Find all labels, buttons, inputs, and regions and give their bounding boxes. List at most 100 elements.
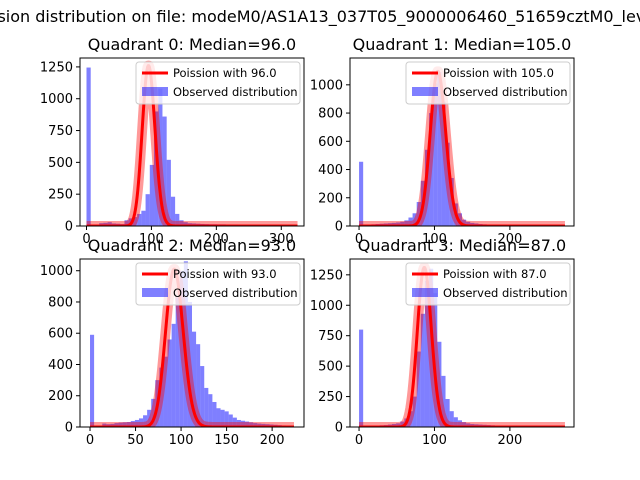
poisson-fit-line	[89, 267, 295, 427]
y-tick-label: 800	[318, 107, 343, 122]
histogram-bar	[404, 220, 409, 226]
histogram-bar	[102, 423, 107, 427]
legend-observed-label: Observed distribution	[443, 85, 568, 99]
x-tick-label: 100	[422, 232, 447, 247]
legend-fit-label: Poission with 93.0	[173, 267, 277, 281]
legend-observed-swatch	[142, 87, 168, 96]
histogram-bar	[445, 142, 450, 226]
y-tick-label: 600	[48, 327, 73, 342]
histogram-bar	[457, 213, 462, 226]
histogram-bar	[441, 375, 446, 427]
x-tick-label: 100	[169, 433, 194, 448]
x-tick-label: 200	[260, 433, 285, 448]
histogram-bar	[143, 415, 148, 427]
quadrant-2-legend: Poission with 93.0 Observed distribution	[135, 262, 301, 306]
y-tick-label: 200	[318, 191, 343, 206]
x-tick-label: 150	[214, 433, 239, 448]
histogram-bar	[232, 417, 237, 427]
quadrant-2-panel: 0 50 100 150 200 0 200 400 600 800 1000 Quadrant 2:…	[40, 236, 305, 448]
histogram-bar	[396, 222, 401, 226]
histogram-bar	[449, 178, 454, 226]
quadrant-3-axes-frame	[349, 258, 575, 428]
x-tick-label: 0	[82, 232, 90, 247]
quadrant-1-legend: Poission with 105.0 Observed distribution	[405, 61, 571, 105]
histogram-bar	[466, 423, 471, 427]
x-tick-label: 100	[422, 433, 447, 448]
histogram-bar	[437, 341, 442, 427]
histogram-bar	[154, 111, 159, 226]
poisson-fit-line	[358, 69, 566, 226]
y-tick-label: 250	[48, 188, 73, 203]
histogram-bar	[162, 116, 167, 226]
histogram-bar	[163, 356, 168, 427]
histogram-bar	[183, 222, 188, 226]
histogram-bar	[130, 421, 135, 427]
histogram-bar	[179, 220, 184, 226]
quadrant-3-legend: Poission with 87.0 Observed distribution	[405, 262, 571, 306]
x-tick-label: 100	[139, 232, 164, 247]
histogram-bar	[147, 409, 152, 427]
quadrant-0-axes-frame	[79, 57, 305, 227]
histogram-bar	[149, 164, 155, 226]
y-tick-label: 500	[48, 156, 73, 171]
histogram-bar	[408, 411, 413, 427]
histogram-bar	[220, 409, 225, 427]
legend-box	[135, 262, 301, 306]
histogram-bar	[118, 422, 123, 427]
legend-observed-swatch	[412, 87, 438, 96]
histogram-bar	[466, 221, 471, 226]
histogram-bar	[216, 408, 221, 427]
legend-box	[135, 61, 301, 105]
histogram-bar	[145, 194, 150, 226]
histogram-bar	[359, 161, 364, 226]
quadrant-1-plot-area	[354, 66, 570, 226]
histogram-bar	[400, 421, 405, 427]
histogram-bar	[124, 220, 129, 226]
histogram-bar	[114, 423, 119, 427]
x-tick-label: 50	[127, 433, 144, 448]
histogram-bar	[196, 344, 201, 427]
x-tick-label: 300	[269, 232, 294, 247]
histogram-bar	[412, 396, 417, 427]
histogram-bar	[103, 222, 108, 226]
histogram-bar	[249, 422, 254, 427]
histogram-bar	[166, 159, 171, 226]
histogram-bar	[179, 270, 184, 427]
x-tick-label: 0	[355, 433, 363, 448]
x-tick-label: 200	[497, 433, 522, 448]
y-tick-label: 250	[318, 390, 343, 405]
histogram-bar	[429, 113, 434, 226]
quadrant-2-title: Quadrant 2: Median=93.0	[88, 236, 296, 255]
histogram-bar	[441, 101, 446, 226]
y-tick-label: 200	[48, 389, 73, 404]
histogram-bar	[159, 367, 164, 427]
quadrant-3-panel: 0 100 200 0 250 500 750 1000 1250 Quadrant 3: Med…	[310, 236, 575, 448]
histogram-bar	[424, 149, 430, 226]
quadrant-2-axes-frame	[79, 258, 305, 428]
histogram-bar	[261, 423, 266, 427]
histogram-bar	[391, 423, 397, 427]
quadrant-1-panel: 0 100 200 0 200 400 600 800 1000 Quadrant 1: Medi…	[310, 35, 575, 247]
histogram-bar	[138, 418, 144, 427]
histogram-bar	[212, 401, 217, 427]
histogram-bar	[141, 210, 146, 226]
y-tick-label: 1000	[40, 264, 73, 279]
y-tick-label: 1000	[310, 299, 343, 314]
histogram-bar	[90, 334, 95, 427]
histogram-bar	[359, 329, 364, 427]
y-tick-label: 0	[335, 421, 343, 436]
legend-observed-swatch	[412, 288, 438, 297]
histogram-bar	[171, 323, 176, 427]
histogram-bar	[420, 313, 425, 427]
y-tick-label: 750	[48, 124, 73, 139]
quadrant-0-legend: Poission with 96.0 Observed distribution	[135, 61, 301, 105]
histogram-bar	[175, 213, 180, 226]
histogram-bar	[240, 420, 246, 427]
histogram-bar	[208, 394, 213, 427]
histogram-bar	[126, 421, 131, 427]
y-tick-label: 1000	[40, 92, 73, 107]
legend-box	[405, 262, 571, 306]
histogram-bar	[224, 411, 229, 427]
legend-observed-label: Observed distribution	[173, 85, 298, 99]
